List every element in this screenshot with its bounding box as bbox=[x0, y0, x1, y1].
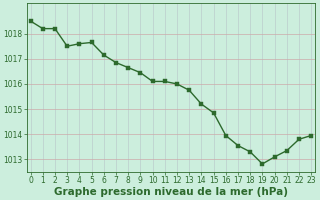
X-axis label: Graphe pression niveau de la mer (hPa): Graphe pression niveau de la mer (hPa) bbox=[54, 187, 288, 197]
